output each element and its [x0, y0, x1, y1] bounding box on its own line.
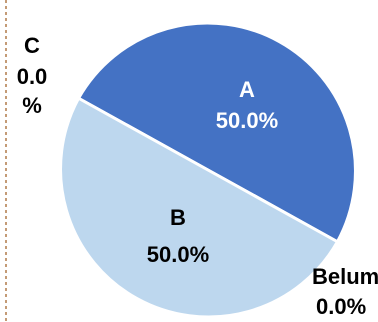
- slice-label-a-category: A: [239, 77, 255, 102]
- slice-label-b-category: B: [170, 205, 186, 230]
- slice-label-b-value: 50.0%: [147, 242, 209, 267]
- slice-label-c-category: C: [24, 33, 40, 58]
- slice-label-c-value: 0.0: [17, 64, 48, 89]
- slice-label-belum-category: Belum: [312, 264, 378, 289]
- pie-slice-b: [59, 96, 339, 319]
- slice-label-a-value: 50.0%: [216, 108, 278, 133]
- slice-label-c-percent-sign: %: [22, 93, 42, 118]
- pie-slice-a: [77, 21, 357, 244]
- slice-label-belum-value: 0.0%: [316, 294, 366, 319]
